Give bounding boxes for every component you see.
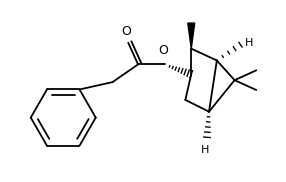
Polygon shape bbox=[188, 23, 195, 49]
Text: H: H bbox=[245, 38, 253, 48]
Text: H: H bbox=[201, 145, 209, 155]
Text: O: O bbox=[159, 43, 169, 57]
Text: O: O bbox=[121, 25, 131, 38]
